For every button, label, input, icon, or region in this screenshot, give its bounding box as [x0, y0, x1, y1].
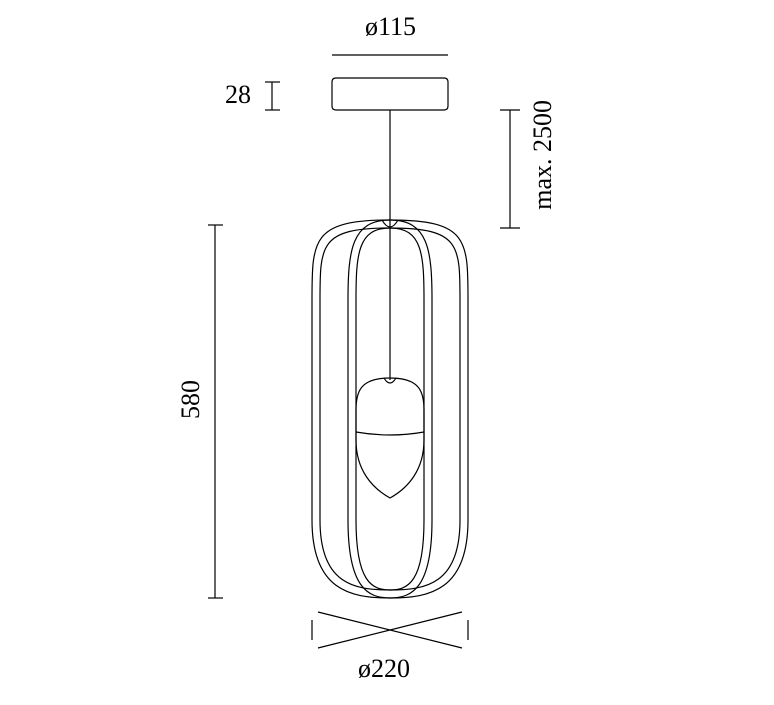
label-body-dia: ø220 — [358, 654, 410, 684]
bulb — [356, 378, 424, 498]
dim-canopy-height — [265, 82, 280, 110]
lamp-technical-drawing — [0, 0, 774, 705]
label-body-height: 580 — [176, 380, 206, 419]
dim-max-drop — [500, 110, 520, 228]
canopy — [332, 78, 448, 110]
label-canopy-height: 28 — [225, 80, 251, 110]
dim-body-dia — [312, 612, 468, 648]
label-max-drop: max. 2500 — [528, 100, 558, 210]
label-canopy-dia: ø115 — [365, 12, 416, 42]
dim-body-height — [208, 225, 223, 598]
